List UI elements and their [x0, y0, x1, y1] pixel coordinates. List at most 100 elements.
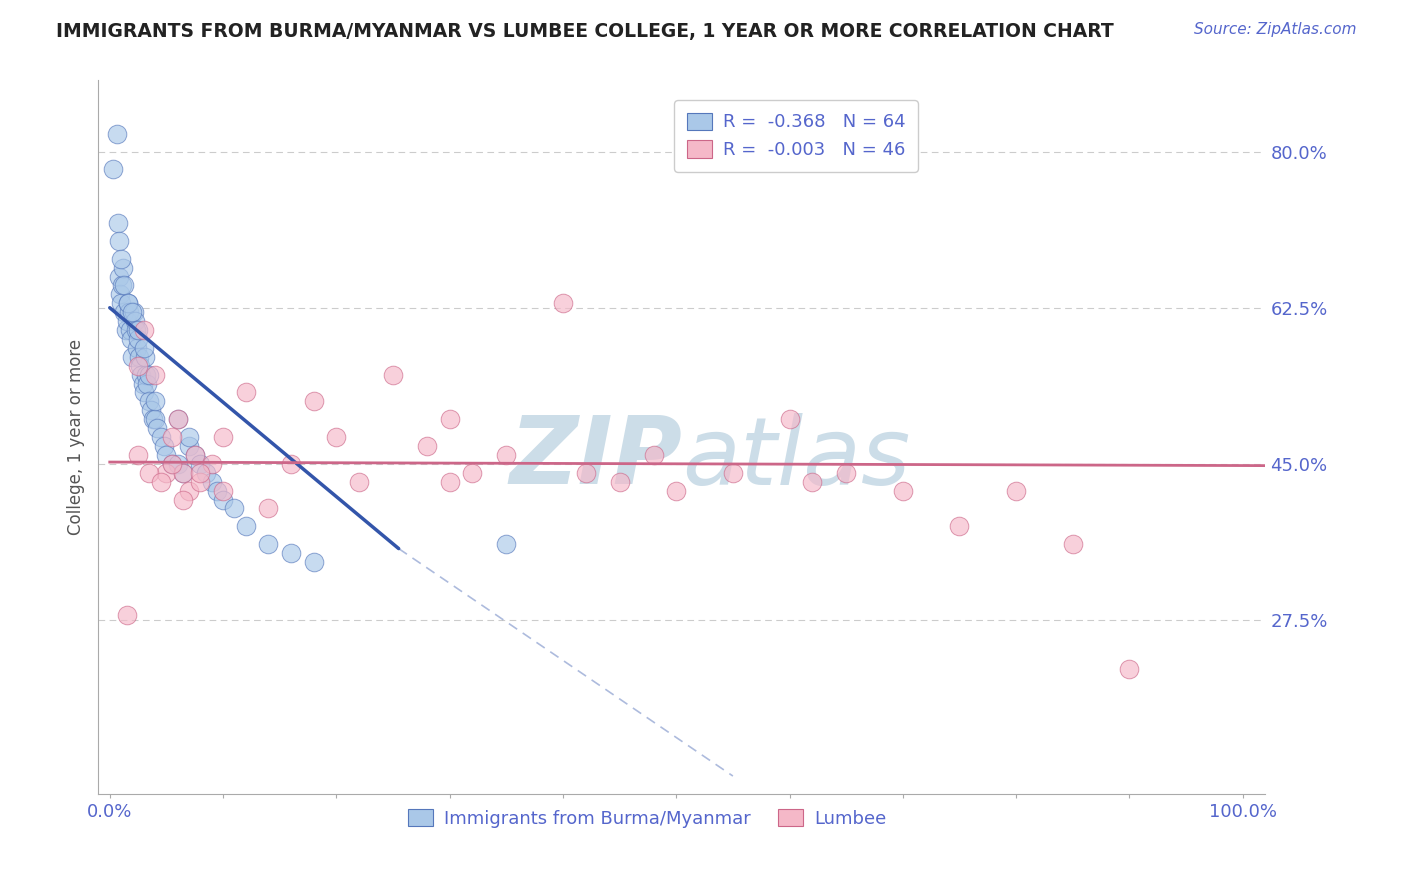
- Point: [212, 492, 235, 507]
- Point: [135, 368, 157, 382]
- Point: [575, 466, 598, 480]
- Point: [125, 341, 148, 355]
- Point: [439, 475, 461, 489]
- Text: Source: ZipAtlas.com: Source: ZipAtlas.com: [1194, 22, 1357, 37]
- Point: [172, 466, 194, 480]
- Point: [108, 287, 131, 301]
- Point: [107, 216, 129, 230]
- Point: [138, 368, 160, 382]
- Point: [114, 323, 136, 337]
- Point: [101, 162, 124, 177]
- Point: [121, 350, 143, 364]
- Point: [302, 394, 325, 409]
- Point: [115, 314, 138, 328]
- Legend: Immigrants from Burma/Myanmar, Lumbee: Immigrants from Burma/Myanmar, Lumbee: [401, 802, 893, 835]
- Point: [153, 439, 176, 453]
- Point: [166, 457, 188, 471]
- Point: [280, 457, 302, 471]
- Point: [183, 448, 205, 462]
- Point: [114, 305, 136, 319]
- Point: [190, 466, 212, 480]
- Point: [1005, 483, 1028, 498]
- Point: [1118, 662, 1140, 676]
- Point: [461, 466, 484, 480]
- Point: [127, 359, 149, 373]
- Point: [779, 412, 801, 426]
- Point: [347, 475, 370, 489]
- Point: [134, 350, 156, 364]
- Point: [665, 483, 688, 498]
- Point: [120, 323, 142, 337]
- Point: [1062, 537, 1084, 551]
- Text: ZIP: ZIP: [509, 412, 682, 505]
- Point: [112, 260, 135, 275]
- Point: [177, 430, 200, 444]
- Point: [138, 466, 160, 480]
- Point: [117, 296, 139, 310]
- Point: [325, 430, 347, 444]
- Point: [125, 323, 148, 337]
- Point: [121, 305, 143, 319]
- Point: [122, 305, 145, 319]
- Point: [114, 278, 136, 293]
- Point: [257, 501, 280, 516]
- Point: [124, 314, 146, 328]
- Point: [172, 466, 194, 480]
- Point: [118, 305, 141, 319]
- Point: [195, 466, 218, 480]
- Point: [224, 501, 246, 516]
- Point: [110, 252, 132, 266]
- Y-axis label: College, 1 year or more: College, 1 year or more: [66, 339, 84, 535]
- Point: [495, 537, 517, 551]
- Point: [235, 519, 257, 533]
- Point: [721, 466, 744, 480]
- Point: [551, 296, 574, 310]
- Point: [139, 403, 162, 417]
- Point: [132, 323, 155, 337]
- Text: atlas: atlas: [682, 413, 910, 504]
- Point: [129, 359, 152, 373]
- Point: [207, 483, 229, 498]
- Point: [105, 127, 128, 141]
- Point: [212, 430, 235, 444]
- Point: [132, 341, 155, 355]
- Point: [127, 448, 149, 462]
- Point: [190, 457, 212, 471]
- Point: [201, 475, 224, 489]
- Point: [132, 385, 155, 400]
- Point: [172, 492, 194, 507]
- Point: [111, 278, 134, 293]
- Point: [801, 475, 824, 489]
- Point: [190, 475, 212, 489]
- Point: [149, 430, 172, 444]
- Point: [149, 475, 172, 489]
- Point: [131, 368, 153, 382]
- Point: [177, 439, 200, 453]
- Point: [108, 269, 131, 284]
- Point: [136, 376, 159, 391]
- Point: [110, 296, 132, 310]
- Point: [609, 475, 631, 489]
- Point: [146, 421, 169, 435]
- Point: [257, 537, 280, 551]
- Point: [382, 368, 405, 382]
- Point: [160, 430, 183, 444]
- Point: [143, 394, 166, 409]
- Point: [212, 483, 235, 498]
- Point: [891, 483, 914, 498]
- Point: [155, 448, 177, 462]
- Point: [166, 412, 188, 426]
- Point: [235, 385, 257, 400]
- Point: [143, 412, 166, 426]
- Point: [439, 412, 461, 426]
- Point: [138, 394, 160, 409]
- Point: [183, 448, 205, 462]
- Point: [127, 323, 149, 337]
- Point: [643, 448, 665, 462]
- Point: [108, 234, 131, 248]
- Point: [948, 519, 970, 533]
- Point: [127, 332, 149, 346]
- Point: [835, 466, 858, 480]
- Text: IMMIGRANTS FROM BURMA/MYANMAR VS LUMBEE COLLEGE, 1 YEAR OR MORE CORRELATION CHAR: IMMIGRANTS FROM BURMA/MYANMAR VS LUMBEE …: [56, 22, 1114, 41]
- Point: [166, 412, 188, 426]
